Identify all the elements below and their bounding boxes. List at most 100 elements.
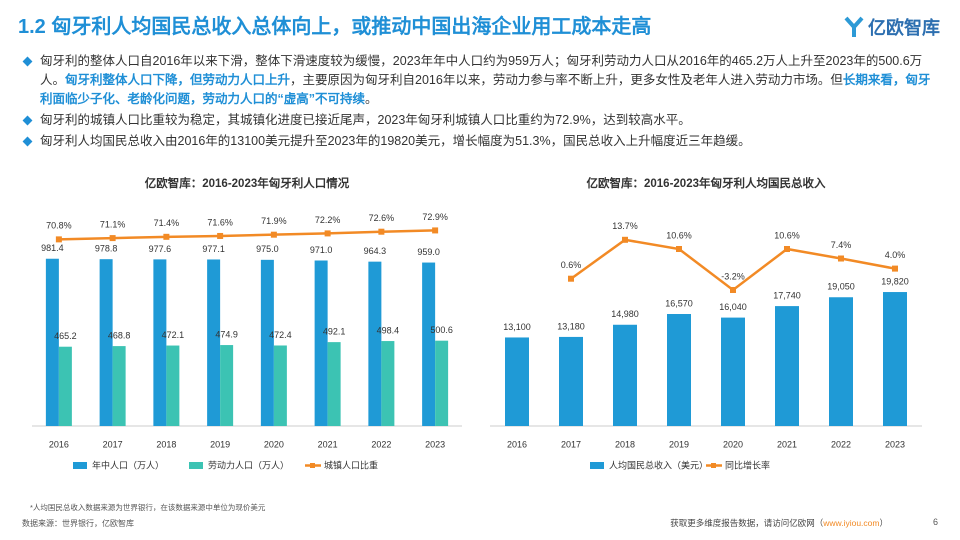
bar	[58, 346, 72, 426]
data-label: 19,820	[881, 276, 909, 286]
text-segment: 匈牙利人均国民总收入由2016年的13100美元提升至2023年的19820美元…	[40, 134, 751, 148]
line-marker	[270, 231, 277, 238]
x-tick-label: 2019	[210, 439, 230, 449]
bullet: 匈牙利的整体人口自2016年以来下滑，整体下滑速度较为缓慢，2023年年中人口约…	[22, 52, 932, 109]
legend-swatch-marker	[310, 463, 315, 468]
data-label: 10.6%	[774, 230, 800, 240]
bar	[166, 345, 180, 426]
text-segment: ）	[879, 518, 888, 528]
data-label: 19,050	[827, 282, 855, 292]
data-label: -3.2%	[721, 271, 745, 281]
emphasis-text: 长期来看，匈牙利面临少子化、老龄化问题，劳动力人口的“虚高”不可持续	[40, 73, 931, 106]
data-label: 978.8	[95, 244, 118, 254]
bar	[220, 345, 234, 426]
data-label: 964.3	[364, 246, 387, 256]
line-marker	[730, 286, 736, 293]
bar	[207, 259, 221, 426]
data-label: 472.1	[162, 330, 185, 340]
chart-title: 亿欧智库：2016-2023年匈牙利人口情况	[145, 176, 350, 190]
line-marker	[622, 236, 628, 243]
emphasis-text: www.iyiou.com	[823, 518, 880, 528]
data-label: 10.6%	[666, 230, 692, 240]
data-label: 474.9	[215, 329, 238, 339]
data-label: 72.6%	[369, 213, 395, 223]
legend-label: 城镇人口比重	[324, 459, 378, 470]
x-tick-label: 2022	[371, 439, 391, 449]
data-label: 71.4%	[154, 218, 180, 228]
data-label: 465.2	[54, 331, 77, 341]
line-marker	[784, 246, 790, 253]
data-label: 14,980	[611, 309, 639, 319]
x-tick-label: 2021	[777, 439, 797, 449]
data-label: 72.2%	[315, 215, 341, 225]
legend-swatch-marker	[711, 463, 716, 468]
x-tick-label: 2016	[49, 439, 69, 449]
source: 数据来源：世界银行，亿欧智库	[22, 519, 134, 528]
line-marker	[217, 232, 224, 239]
data-label: 492.1	[323, 327, 346, 337]
data-label: 500.6	[430, 325, 453, 335]
line-marker	[163, 233, 170, 240]
data-label: 71.6%	[207, 217, 233, 227]
data-label: 16,040	[719, 302, 747, 312]
x-tick-label: 2023	[425, 439, 445, 449]
text-segment: 。	[365, 92, 378, 106]
bar	[775, 306, 799, 426]
bar	[829, 297, 853, 426]
x-tick-label: 2020	[723, 439, 743, 449]
data-label: 0.6%	[561, 260, 582, 270]
bar	[273, 345, 287, 426]
page-number: 6	[932, 517, 938, 527]
bar	[721, 317, 745, 426]
bar	[435, 340, 449, 426]
data-label: 17,740	[773, 290, 801, 300]
legend-label: 年中人口（万人）	[92, 459, 164, 470]
data-label: 16,570	[665, 298, 693, 308]
legend-label: 人均国民总收入（美元）	[609, 459, 708, 470]
data-label: 13.7%	[612, 221, 638, 231]
bar	[559, 336, 583, 426]
legend-label: 劳动力人口（万人）	[208, 459, 289, 470]
bar	[112, 346, 126, 426]
legend-label: 同比增长率	[725, 459, 770, 470]
data-label: 71.9%	[261, 216, 287, 226]
bar	[422, 262, 436, 426]
bullet: 匈牙利人均国民总收入由2016年的13100美元提升至2023年的19820美元…	[22, 132, 932, 151]
line-marker	[378, 228, 385, 235]
data-label: 472.4	[269, 330, 292, 340]
data-label: 71.1%	[100, 219, 126, 229]
logo-text: 亿欧智库	[868, 18, 940, 38]
line-marker	[432, 227, 439, 234]
data-label: 13,100	[503, 322, 531, 332]
x-tick-label: 2021	[318, 439, 338, 449]
data-label: 7.4%	[831, 240, 852, 250]
x-tick-label: 2017	[103, 439, 123, 449]
bar	[260, 259, 274, 426]
data-label: 971.0	[310, 245, 333, 255]
bar	[368, 261, 382, 426]
line-marker	[568, 275, 574, 282]
bullet: 匈牙利的城镇人口比重较为稳定，其城镇化进度已接近尾声，2023年匈牙利城镇人口比…	[22, 111, 932, 130]
legend-swatch	[590, 462, 604, 469]
legend-swatch	[73, 462, 87, 469]
bar	[613, 324, 637, 426]
slide-title: 1.2 匈牙利人均国民总收入总体向上，或推动中国出海企业用工成本走高	[18, 16, 652, 38]
bar	[314, 260, 328, 426]
bar	[381, 341, 395, 426]
line-marker	[838, 255, 844, 262]
bar	[667, 314, 691, 426]
x-tick-label: 2017	[561, 439, 581, 449]
x-tick-label: 2019	[669, 439, 689, 449]
data-label: 72.9%	[422, 212, 448, 222]
line-marker	[324, 230, 331, 237]
data-label: 977.1	[202, 244, 225, 254]
line-marker	[676, 246, 682, 253]
legend-swatch	[189, 462, 203, 469]
data-label: 959.0	[417, 247, 440, 257]
text-segment: 获取更多维度报告数据，请访问亿欧网（	[670, 518, 824, 528]
data-label: 498.4	[377, 325, 400, 335]
line-marker	[892, 265, 898, 272]
emphasis-text: 匈牙利整体人口下降，但劳动力人口上升	[65, 73, 291, 87]
